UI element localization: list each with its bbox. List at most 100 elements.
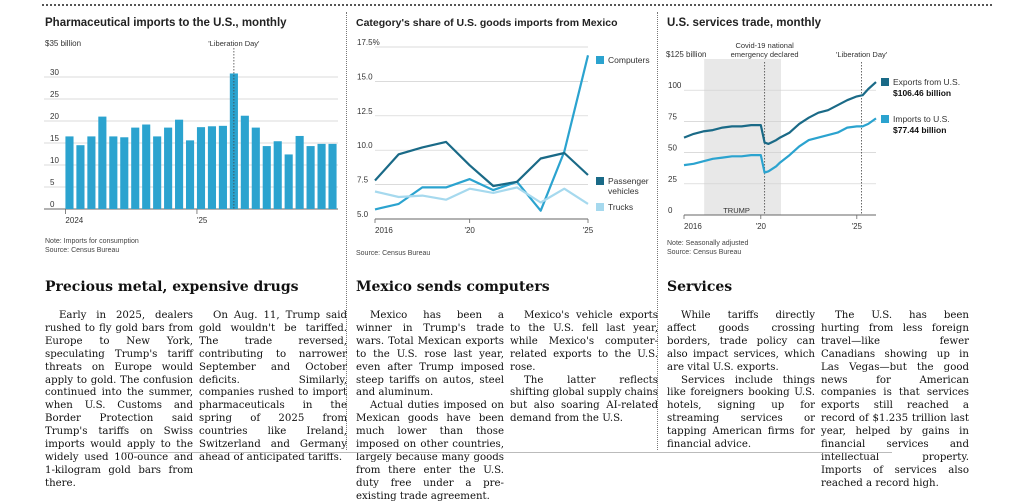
services-chart-panel: U.S. services trade, monthly $125 billio… <box>664 12 994 270</box>
legend-label: Imports to U.S. <box>893 114 950 124</box>
legend-swatch <box>596 203 604 211</box>
legend-label: Computers <box>608 55 650 65</box>
article-paragraph: Early in 2025, dealers rushed to fly gol… <box>45 310 193 489</box>
y-tick-label: 25 <box>668 175 677 184</box>
series-line <box>374 140 589 188</box>
bar <box>306 146 315 209</box>
legend-swatch <box>881 115 889 123</box>
bottom-rule <box>122 452 892 453</box>
x-tick-label: '25 <box>583 226 594 235</box>
bar <box>218 125 227 209</box>
article-headline: Mexico sends computers <box>356 279 550 295</box>
series-line <box>683 117 877 174</box>
pharma-bar-chart: $35 billion 0 5 10 15 20 25 30 2024 '25 'Liberatio… <box>44 39 338 225</box>
bar <box>240 115 249 209</box>
bar <box>65 136 74 209</box>
bar <box>207 126 217 209</box>
legend-value: $106.46 billion <box>893 88 951 98</box>
y-tick-label: 25 <box>50 90 59 99</box>
bar <box>87 136 96 209</box>
bar <box>98 116 107 209</box>
bar <box>131 127 140 209</box>
pharma-chart-panel: Pharmaceutical imports to the U.S., mont… <box>42 12 338 270</box>
legend-value: $77.44 billion <box>893 125 946 135</box>
article-paragraph: Mexico has been a winner in Trump's trad… <box>356 310 504 399</box>
article-column: While tariffs directly affect goods cros… <box>667 310 815 452</box>
legend-label: Exports from U.S. <box>893 77 960 87</box>
y-tick-label: 12.5 <box>357 107 373 116</box>
bar <box>196 127 206 209</box>
x-tick-label: '20 <box>756 222 767 231</box>
chart-source: Source: Census Bureau <box>45 247 120 254</box>
y-tick-label: 15 <box>50 134 59 143</box>
article-headline: Services <box>667 279 733 295</box>
column-separator <box>657 12 658 450</box>
y-tick-label: 100 <box>668 81 682 90</box>
article-paragraph: The U.S. has been hurting from less fore… <box>821 310 969 489</box>
bar <box>175 119 184 209</box>
x-tick-label: '25 <box>197 216 208 225</box>
y-tick-label: 5 <box>50 178 55 187</box>
bar <box>295 135 304 209</box>
legend-label: Trucks <box>608 202 633 212</box>
bar <box>251 127 260 209</box>
bar <box>142 124 151 209</box>
x-tick-label: 2024 <box>65 216 83 225</box>
series-line <box>374 55 590 212</box>
y-tick-label: 30 <box>50 68 59 77</box>
article-headline: Precious metal, expensive drugs <box>45 279 299 295</box>
bar <box>120 137 129 209</box>
mexico-chart-panel: Category's share of U.S. goods imports f… <box>353 12 650 270</box>
chart-source: Source: Census Bureau <box>667 249 742 256</box>
bar <box>164 127 173 209</box>
y-tick-label: 7.5 <box>357 176 369 185</box>
chart-note: Note: Seasonally adjusted <box>667 240 749 247</box>
bar <box>273 141 282 209</box>
y-tick-label: 20 <box>50 112 59 121</box>
x-tick-label: '20 <box>464 226 475 235</box>
article-paragraph: Services include things like foreigners … <box>667 374 815 451</box>
legend-swatch <box>881 78 889 86</box>
article-paragraph: The latter reflects shifting global supp… <box>510 374 658 425</box>
column-separator <box>346 12 347 450</box>
shaded-period-label: TRUMP <box>723 206 750 215</box>
bar <box>317 143 326 209</box>
bar <box>153 136 162 209</box>
y-axis-unit-label: $125 billion <box>666 50 706 59</box>
bar <box>76 145 85 209</box>
y-axis-unit-label: $35 billion <box>45 39 81 48</box>
legend-label: vehicles <box>608 186 639 196</box>
top-dotted-rule <box>42 4 992 6</box>
legend-swatch <box>596 177 604 185</box>
shaded-period <box>704 59 781 215</box>
x-tick-label: 2016 <box>684 222 702 231</box>
annotation-label: Covid-19 national <box>735 41 794 50</box>
y-tick-label: 17.5% <box>357 38 380 47</box>
y-tick-label: 0 <box>668 206 673 215</box>
article-paragraph: Mexico's vehicle exports to the U.S. fel… <box>510 310 658 373</box>
annotation-label: emergency declared <box>731 50 799 59</box>
bar <box>109 136 118 209</box>
chart-title: Category's share of U.S. goods imports f… <box>356 17 618 29</box>
article-column: Mexico's vehicle exports to the U.S. fel… <box>510 310 658 426</box>
article-column: On Aug. 11, Trump said gold wouldn't be … <box>199 310 347 465</box>
article-paragraph: On Aug. 11, Trump said gold wouldn't be … <box>199 310 347 463</box>
y-tick-label: 5.0 <box>357 210 369 219</box>
y-tick-label: 0 <box>50 200 55 209</box>
chart-source: Source: Census Bureau <box>356 250 431 257</box>
x-tick-label: '25 <box>852 222 863 231</box>
y-tick-label: 15.0 <box>357 72 373 81</box>
chart-note: Note: Imports for consumption <box>45 238 139 245</box>
article-paragraph: While tariffs directly affect goods cros… <box>667 310 815 373</box>
bar <box>262 146 271 209</box>
y-tick-label: 10 <box>50 156 59 165</box>
y-tick-label: 50 <box>668 144 677 153</box>
mexico-line-chart: 5.0 7.5 10.0 12.5 15.0 17.5% 2016 '20 '25 Compute… <box>357 38 650 235</box>
series-line <box>374 186 589 205</box>
annotation-label: 'Liberation Day' <box>836 50 888 59</box>
y-tick-label: 10.0 <box>357 141 373 150</box>
bar <box>328 143 337 209</box>
article-column: The U.S. has been hurting from less fore… <box>821 310 969 491</box>
x-tick-label: 2016 <box>375 226 393 235</box>
bar <box>284 154 293 209</box>
